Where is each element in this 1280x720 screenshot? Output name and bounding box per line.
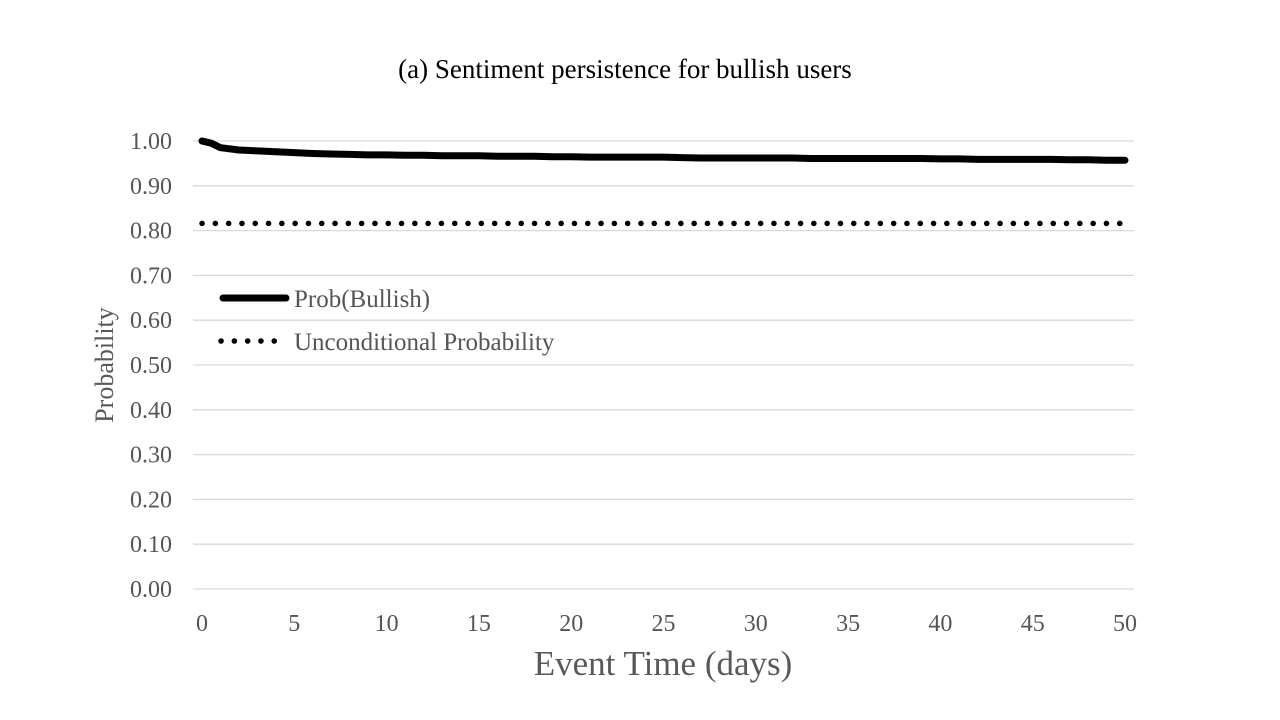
y-tick-label: 0.30 bbox=[130, 443, 172, 469]
series-line-prob-bullish bbox=[198, 137, 1129, 164]
x-tick-label: 45 bbox=[1021, 611, 1045, 637]
x-axis-ticks: 0 5 10 15 20 25 30 35 40 45 50 bbox=[196, 611, 1137, 637]
y-tick-label: 0.70 bbox=[130, 263, 172, 289]
y-tick-label: 1.00 bbox=[130, 129, 172, 155]
x-tick-label: 40 bbox=[928, 611, 952, 637]
y-tick-label: 0.00 bbox=[130, 577, 172, 603]
x-tick-label: 5 bbox=[288, 611, 300, 637]
legend: Prob(Bullish) Unconditional Probability bbox=[218, 286, 555, 356]
x-tick-label: 0 bbox=[196, 611, 208, 637]
y-axis-ticks: 0.00 0.10 0.20 0.30 0.40 0.50 0.60 0.70 0.80 0.90… bbox=[130, 129, 172, 603]
y-tick-label: 0.10 bbox=[130, 532, 172, 558]
series-layer bbox=[198, 137, 1129, 227]
legend-label: Unconditional Probability bbox=[294, 329, 555, 356]
x-tick-label: 10 bbox=[375, 611, 399, 637]
gridlines bbox=[193, 140, 1134, 590]
y-tick-label: 0.90 bbox=[130, 174, 172, 200]
x-axis-label: Event Time (days) bbox=[534, 644, 793, 683]
y-tick-label: 0.80 bbox=[130, 219, 172, 245]
x-tick-label: 50 bbox=[1113, 611, 1137, 637]
legend-label: Prob(Bullish) bbox=[294, 286, 430, 313]
x-tick-label: 15 bbox=[467, 611, 491, 637]
y-axis-label: Probability bbox=[90, 307, 119, 423]
y-tick-label: 0.40 bbox=[130, 398, 172, 424]
x-tick-label: 25 bbox=[652, 611, 676, 637]
x-tick-label: 35 bbox=[836, 611, 860, 637]
x-tick-label: 20 bbox=[559, 611, 583, 637]
x-tick-label: 30 bbox=[744, 611, 768, 637]
y-tick-label: 0.20 bbox=[130, 487, 172, 513]
y-tick-label: 0.60 bbox=[130, 308, 172, 334]
y-tick-label: 0.50 bbox=[130, 353, 172, 379]
chart-title: (a) Sentiment persistence for bullish us… bbox=[398, 54, 852, 84]
